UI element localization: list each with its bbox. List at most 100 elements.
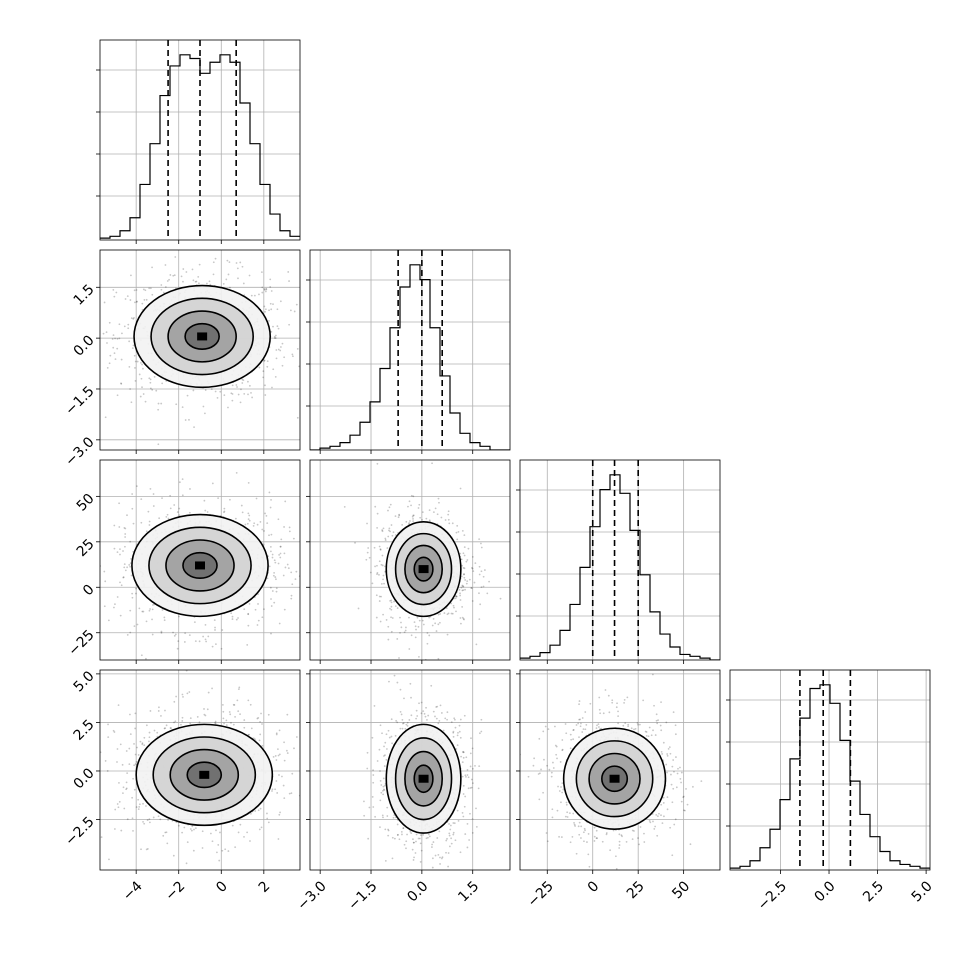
scatter-point [378,600,381,602]
scatter-point [182,695,184,698]
scatter-point [383,582,385,585]
scatter-point [286,752,289,754]
scatter-point [133,625,136,628]
scatter-point [434,507,437,510]
scatter-point [134,360,137,363]
scatter-point [104,760,107,762]
scatter-point [183,826,186,829]
scatter-point [633,728,635,731]
scatter-point [385,758,388,761]
scatter-point [165,515,168,518]
scatter-point [274,337,277,339]
scatter-point [394,605,397,608]
scatter-point [181,478,184,481]
scatter-point [107,723,109,726]
scatter-point [185,271,188,273]
scatter-point [204,623,207,626]
scatter-point [212,273,215,276]
scatter-point [288,280,290,282]
scatter-point [420,712,423,715]
scatter-point [636,722,639,724]
scatter-point [124,536,127,538]
scatter-point [203,713,206,716]
scatter-point [247,624,250,627]
scatter-point [395,719,398,722]
scatter-point [263,608,265,611]
scatter-point [455,595,458,598]
scatter-point [223,510,226,513]
scatter-point [458,588,461,591]
scatter-point [288,792,291,795]
scatter-point [389,599,392,602]
scatter-point [277,754,280,757]
scatter-point [283,797,286,799]
scatter-point [263,288,266,291]
scatter-point [138,806,141,808]
scatter-point [652,729,654,732]
contour-line [148,526,252,605]
contour-line [135,723,274,827]
scatter-point [671,854,674,857]
scatter-point [272,755,275,758]
scatter-point [178,507,181,510]
scatter-point [376,760,379,762]
scatter-point [246,831,249,834]
scatter-point [450,842,453,845]
scatter-point [382,785,385,788]
scatter-point [661,753,664,755]
scatter-point [466,580,469,583]
scatter-point [400,626,403,629]
scatter-point [384,565,386,568]
scatter-point [279,552,282,555]
scatter-point [471,832,474,834]
scatter-point [149,287,152,290]
scatter-point [434,715,436,718]
panel-frame [99,39,301,241]
scatter-point [189,722,192,725]
scatter-point [599,712,602,715]
scatter-point [387,829,390,832]
scatter-point [304,314,306,316]
scatter-point [268,320,270,322]
scatter-point [379,779,382,782]
panel-frame [309,249,511,451]
scatter-point [412,838,414,841]
scatter-point [169,274,172,276]
panel-frame [309,669,511,871]
scatter-point [425,837,428,840]
scatter-point [462,756,465,759]
scatter-point [108,858,110,861]
scatter-point [419,861,422,863]
scatter-point [143,822,146,825]
scatter-point [604,689,607,691]
scatter-point [123,325,126,328]
scatter-point [419,842,422,845]
scatter-point [437,722,440,725]
scatter-point [420,701,423,704]
scatter-point [281,775,283,778]
scatter-point [260,826,263,829]
scatter-point [247,512,250,515]
scatter-point [627,723,630,726]
scatter-point [126,295,129,298]
scatter-point [173,721,175,724]
scatter-point [173,700,176,703]
scatter-point [450,612,453,615]
scatter-point [218,859,221,862]
scatter-point [372,769,374,772]
scatter-point [480,542,482,545]
scatter-point [181,720,184,722]
scatter-point [280,538,283,541]
scatter-point [131,347,134,350]
scatter-point [679,766,681,769]
scatter-point [191,825,194,828]
scatter-point [283,759,286,762]
scatter-point [209,832,212,835]
scatter-point [157,443,160,446]
scatter-point [375,594,378,597]
scatter-point [119,553,121,556]
scatter-point [185,862,188,865]
scatter-point [388,680,390,683]
scatter-point [114,808,117,811]
scatter-point [215,643,217,646]
